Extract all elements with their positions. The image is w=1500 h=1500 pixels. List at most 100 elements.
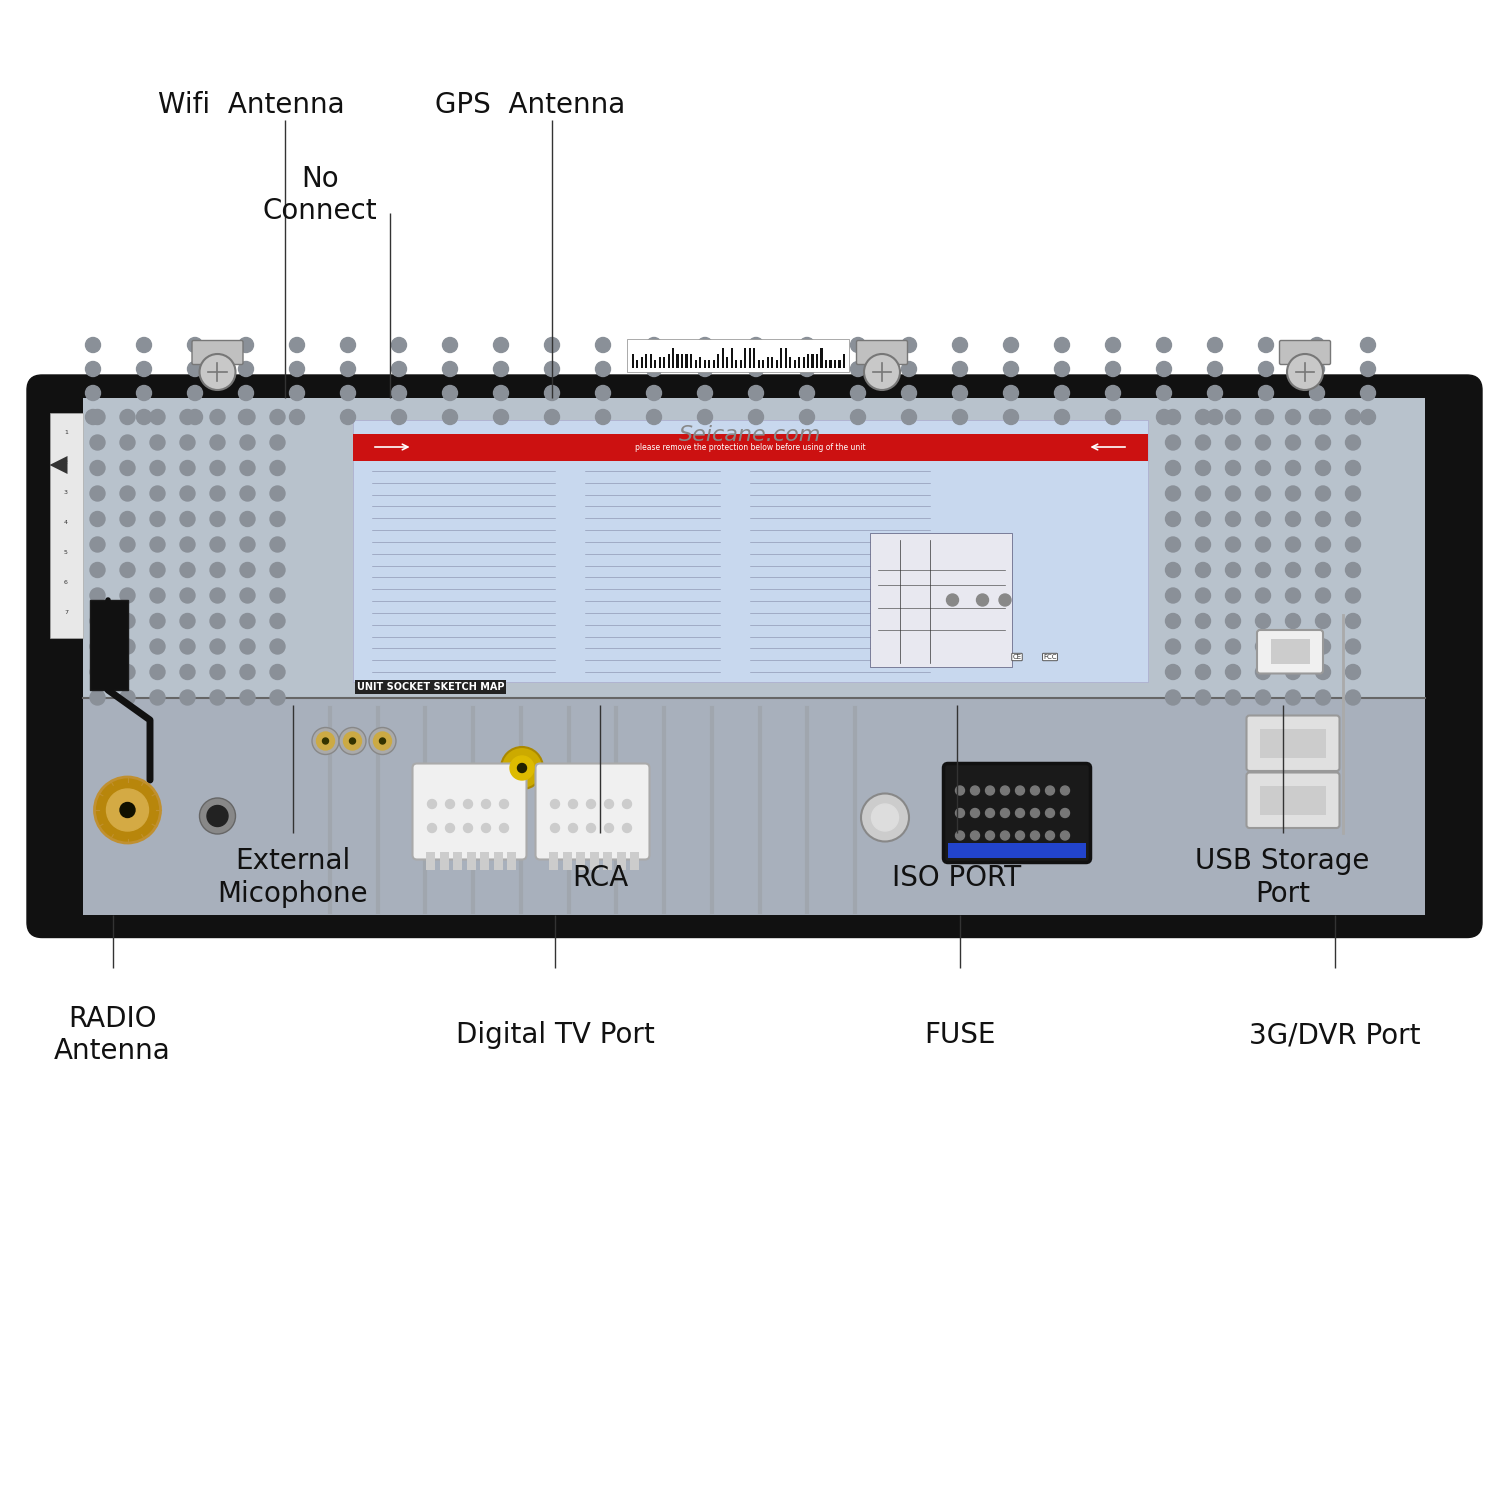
Circle shape (999, 594, 1011, 606)
Circle shape (150, 435, 165, 450)
Bar (352, 420, 1148, 682)
Circle shape (120, 486, 135, 501)
Circle shape (442, 338, 458, 352)
Bar (726, 357, 729, 368)
Circle shape (1166, 639, 1180, 654)
Circle shape (120, 537, 135, 552)
Circle shape (86, 410, 100, 424)
Bar (816, 354, 819, 368)
Circle shape (86, 386, 100, 400)
Bar (834, 360, 837, 368)
Text: GPS  Antenna: GPS Antenna (435, 92, 626, 118)
Circle shape (136, 362, 152, 376)
Circle shape (1256, 562, 1270, 578)
Circle shape (646, 410, 662, 424)
Circle shape (1046, 786, 1054, 795)
Circle shape (850, 338, 865, 352)
Circle shape (568, 824, 578, 833)
Circle shape (986, 831, 994, 840)
Circle shape (392, 338, 406, 352)
Circle shape (1346, 460, 1360, 476)
Circle shape (1360, 410, 1376, 424)
FancyBboxPatch shape (1246, 772, 1340, 828)
Text: RADIO
Antenna: RADIO Antenna (54, 1005, 171, 1065)
Circle shape (1346, 614, 1360, 628)
Circle shape (150, 537, 165, 552)
Circle shape (1156, 410, 1172, 424)
Circle shape (1226, 486, 1240, 501)
Circle shape (550, 800, 560, 808)
Bar (730, 348, 732, 368)
Circle shape (956, 786, 964, 795)
FancyBboxPatch shape (192, 340, 243, 364)
Circle shape (90, 690, 105, 705)
Bar (90, 600, 128, 690)
Circle shape (1046, 831, 1054, 840)
Bar (681, 354, 682, 368)
Bar (676, 354, 678, 368)
Circle shape (1106, 338, 1120, 352)
Circle shape (1000, 808, 1010, 818)
Circle shape (596, 338, 610, 352)
Circle shape (120, 614, 135, 628)
Bar (603, 852, 612, 870)
Circle shape (1256, 460, 1270, 476)
Circle shape (850, 362, 865, 376)
Text: FUSE: FUSE (924, 1022, 996, 1048)
Circle shape (946, 594, 958, 606)
Bar (663, 357, 666, 368)
Circle shape (646, 338, 662, 352)
Circle shape (270, 486, 285, 501)
Circle shape (120, 435, 135, 450)
Circle shape (136, 410, 152, 424)
Circle shape (1287, 354, 1323, 390)
Circle shape (180, 435, 195, 450)
Circle shape (120, 690, 135, 705)
Circle shape (1156, 386, 1172, 400)
Circle shape (464, 824, 472, 833)
Circle shape (1166, 690, 1180, 705)
Circle shape (150, 486, 165, 501)
Circle shape (290, 386, 304, 400)
Bar (843, 354, 846, 368)
Text: 4: 4 (64, 519, 68, 525)
Circle shape (270, 435, 285, 450)
Circle shape (622, 800, 632, 808)
Circle shape (90, 562, 105, 578)
Circle shape (270, 664, 285, 680)
Circle shape (120, 410, 135, 424)
Circle shape (120, 460, 135, 476)
Circle shape (1030, 808, 1039, 818)
Circle shape (446, 800, 454, 808)
Circle shape (210, 639, 225, 654)
Circle shape (986, 786, 994, 795)
Circle shape (238, 362, 254, 376)
Circle shape (956, 808, 964, 818)
Circle shape (871, 804, 898, 831)
Circle shape (1286, 410, 1300, 424)
Circle shape (1196, 664, 1210, 680)
Circle shape (210, 512, 225, 526)
Circle shape (1054, 410, 1070, 424)
Circle shape (1226, 460, 1240, 476)
Circle shape (800, 410, 814, 424)
Circle shape (646, 362, 662, 376)
Text: 1: 1 (64, 429, 68, 435)
Circle shape (1258, 410, 1274, 424)
Circle shape (240, 486, 255, 501)
Circle shape (1316, 537, 1330, 552)
Circle shape (1166, 537, 1180, 552)
Bar (789, 357, 790, 368)
Circle shape (1346, 639, 1360, 654)
Circle shape (500, 800, 508, 808)
Circle shape (1196, 537, 1210, 552)
Circle shape (1226, 690, 1240, 705)
Circle shape (510, 756, 534, 780)
Circle shape (392, 386, 406, 400)
Circle shape (1256, 512, 1270, 526)
Circle shape (698, 362, 712, 376)
Circle shape (339, 728, 366, 754)
Circle shape (136, 386, 152, 400)
Bar (780, 348, 782, 368)
Circle shape (290, 362, 304, 376)
